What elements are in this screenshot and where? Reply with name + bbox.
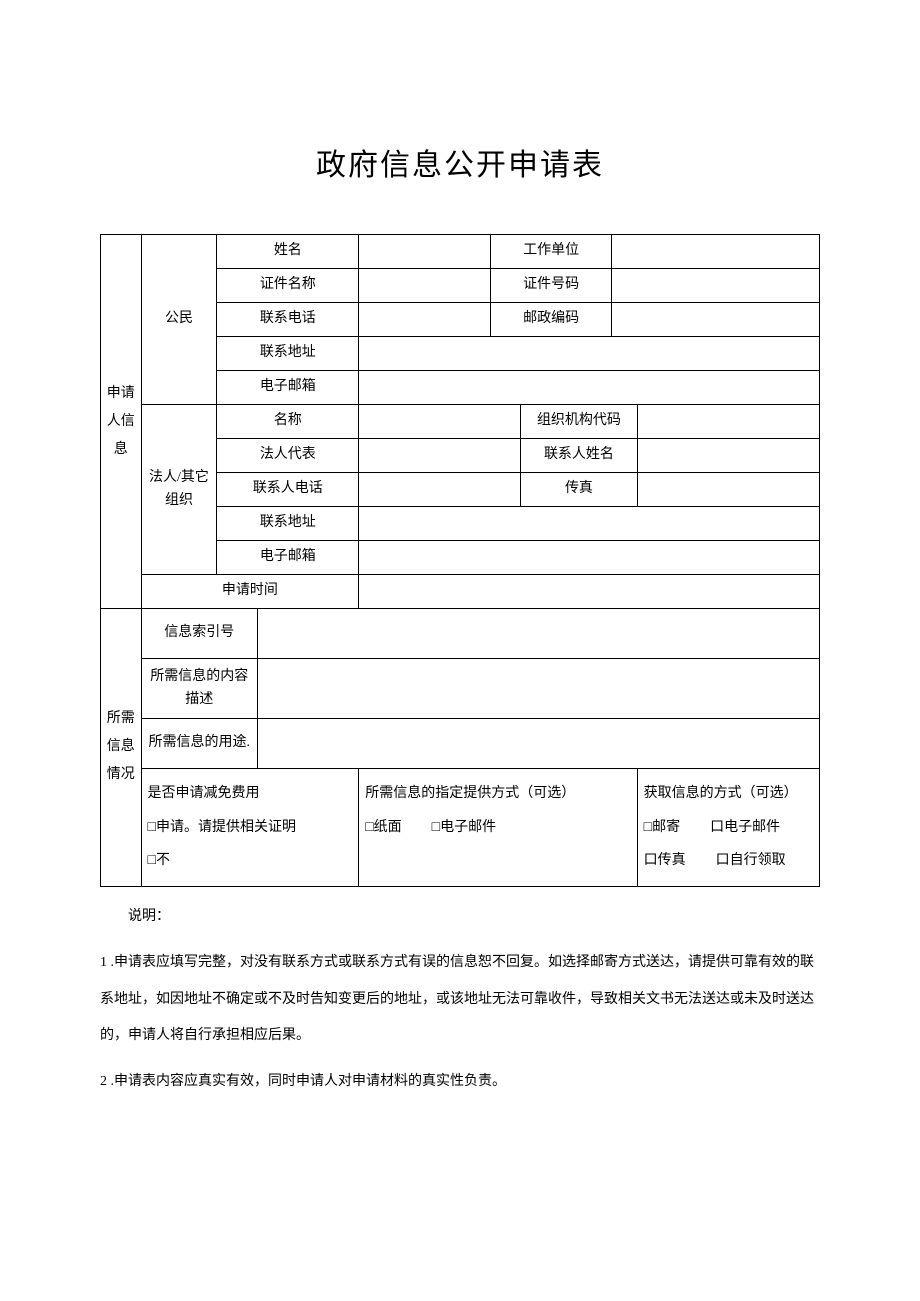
- form-title: 政府信息公开申请表: [100, 140, 820, 184]
- field-org-fax[interactable]: [637, 473, 819, 507]
- label-citizen-name: 姓名: [217, 235, 359, 269]
- fee-opt-apply[interactable]: □申请。请提供相关证明: [148, 811, 353, 845]
- notes-p2: 2 .申请表内容应真实有效，同时申请人对申请材料的真实性负责。: [100, 1064, 820, 1100]
- label-citizen-idnum: 证件号码: [490, 269, 612, 303]
- field-citizen-name[interactable]: [359, 235, 491, 269]
- field-info-desc[interactable]: [257, 659, 819, 719]
- field-citizen-idtype[interactable]: [359, 269, 491, 303]
- label-citizen-email: 电子邮箱: [217, 371, 359, 405]
- label-citizen-phone: 联系电话: [217, 303, 359, 337]
- field-org-contact[interactable]: [637, 439, 819, 473]
- label-org-name: 名称: [217, 405, 359, 439]
- obtain-opt-mail[interactable]: □邮寄: [644, 811, 680, 845]
- label-apply-time: 申请时间: [141, 575, 359, 609]
- notes-section: 说明： 1 .申请表应填写完整，对没有联系方式或联系方式有误的信息恕不回复。如选…: [100, 899, 820, 1101]
- field-org-code[interactable]: [637, 405, 819, 439]
- fee-opt-no[interactable]: □不: [148, 844, 353, 878]
- label-org-phone: 联系人电话: [217, 473, 359, 507]
- label-info-index: 信息索引号: [141, 609, 257, 659]
- field-org-address[interactable]: [359, 507, 820, 541]
- label-citizen-idtype: 证件名称: [217, 269, 359, 303]
- field-citizen-idnum[interactable]: [612, 269, 820, 303]
- label-org-address: 联系地址: [217, 507, 359, 541]
- provide-opt-paper[interactable]: □纸面: [365, 811, 401, 845]
- label-info-desc: 所需信息的内容描述: [141, 659, 257, 719]
- field-org-email[interactable]: [359, 541, 820, 575]
- application-form-table: 申请人信息 公民 姓名 工作单位 证件名称 证件号码 联系电话 邮政编码 联系地…: [100, 234, 820, 887]
- field-apply-time[interactable]: [359, 575, 820, 609]
- obtain-header: 获取信息的方式（可选）: [644, 777, 813, 811]
- label-org-legalrep: 法人代表: [217, 439, 359, 473]
- citizen-header: 公民: [141, 235, 217, 405]
- section-info: 所需信息情况: [101, 609, 142, 887]
- label-citizen-zip: 邮政编码: [490, 303, 612, 337]
- notes-p1: 1 .申请表应填写完整，对没有联系方式或联系方式有误的信息恕不回复。如选择邮寄方…: [100, 945, 820, 1054]
- label-org-fax: 传真: [521, 473, 637, 507]
- label-info-purpose: 所需信息的用途.: [141, 719, 257, 769]
- field-citizen-workunit[interactable]: [612, 235, 820, 269]
- field-org-legalrep[interactable]: [359, 439, 521, 473]
- provide-cell: 所需信息的指定提供方式（可选） □纸面 □电子邮件: [359, 769, 637, 887]
- fee-cell: 是否申请减免费用 □申请。请提供相关证明 □不: [141, 769, 359, 887]
- provide-header: 所需信息的指定提供方式（可选）: [365, 777, 630, 811]
- fee-header: 是否申请减免费用: [148, 777, 353, 811]
- section-applicant: 申请人信息: [101, 235, 142, 609]
- provide-opt-email[interactable]: □电子邮件: [432, 811, 496, 845]
- field-citizen-zip[interactable]: [612, 303, 820, 337]
- field-citizen-address[interactable]: [359, 337, 820, 371]
- field-citizen-phone[interactable]: [359, 303, 491, 337]
- field-org-name[interactable]: [359, 405, 521, 439]
- obtain-opt-email[interactable]: 口电子邮件: [710, 811, 780, 845]
- label-citizen-address: 联系地址: [217, 337, 359, 371]
- obtain-opt-fax[interactable]: 口传真: [644, 844, 686, 878]
- obtain-cell: 获取信息的方式（可选） □邮寄 口电子邮件 口传真 口自行领取: [637, 769, 819, 887]
- org-header: 法人/其它组织: [141, 405, 217, 575]
- notes-label: 说明：: [100, 899, 820, 935]
- label-org-email: 电子邮箱: [217, 541, 359, 575]
- field-info-purpose[interactable]: [257, 719, 819, 769]
- label-citizen-workunit: 工作单位: [490, 235, 612, 269]
- field-org-phone[interactable]: [359, 473, 521, 507]
- label-org-contact: 联系人姓名: [521, 439, 637, 473]
- field-info-index[interactable]: [257, 609, 819, 659]
- label-org-code: 组织机构代码: [521, 405, 637, 439]
- obtain-opt-self[interactable]: 口自行领取: [716, 844, 786, 878]
- field-citizen-email[interactable]: [359, 371, 820, 405]
